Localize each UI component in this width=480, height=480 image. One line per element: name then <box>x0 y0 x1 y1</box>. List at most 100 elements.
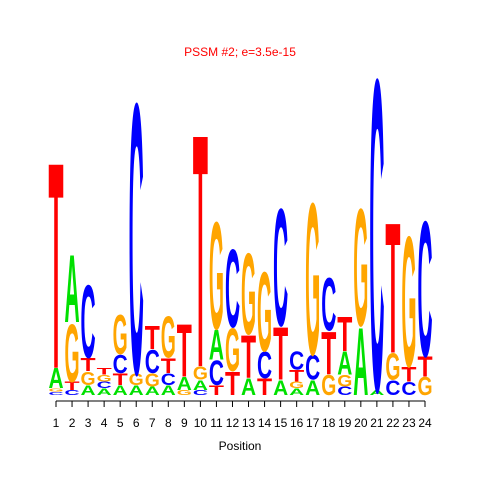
x-tick-label: 16 <box>290 416 304 430</box>
letter: G <box>337 372 352 390</box>
letter: A <box>289 387 304 397</box>
letter: G <box>225 316 240 385</box>
letter: A <box>161 382 176 398</box>
letter: C <box>48 391 63 396</box>
letter: A <box>113 382 128 398</box>
x-tick-label: 12 <box>226 416 240 430</box>
letter: C <box>209 354 224 393</box>
letter: T <box>97 366 113 377</box>
letter: C <box>65 389 80 397</box>
letter: C <box>401 379 416 400</box>
letter: T <box>48 101 63 431</box>
letter: A <box>193 377 208 393</box>
letter: C <box>273 175 288 362</box>
letter: G <box>97 373 112 384</box>
letter: T <box>417 351 432 383</box>
letter: G <box>241 229 256 359</box>
letter: T <box>273 311 288 396</box>
letter: G <box>417 371 432 400</box>
letter: A <box>145 385 160 398</box>
x-tick-label: 9 <box>181 416 188 430</box>
letter: T <box>177 308 192 393</box>
x-tick-label: 4 <box>101 416 108 430</box>
letter: C <box>193 389 208 397</box>
letter: C <box>417 182 432 399</box>
letter: G <box>129 370 144 388</box>
letter: A <box>273 377 288 400</box>
letter: T <box>401 362 416 386</box>
letter: T <box>145 321 160 357</box>
letter: G <box>193 364 208 385</box>
letter: A <box>97 387 112 397</box>
letter: A <box>65 235 80 343</box>
letter: C <box>225 227 240 351</box>
letter: T <box>225 367 240 403</box>
x-tick-label: 2 <box>69 416 76 430</box>
letter: G <box>385 347 400 389</box>
letter: C <box>321 262 336 347</box>
letter: C <box>113 350 128 379</box>
letter: T <box>289 367 304 385</box>
x-tick-label: 3 <box>85 416 92 430</box>
letter: G <box>81 369 96 390</box>
x-tick-label: 24 <box>418 416 432 430</box>
letter: C <box>305 349 320 388</box>
letter: T <box>385 186 400 393</box>
letter: C <box>385 377 400 400</box>
letter: C <box>369 0 384 480</box>
letter: T <box>321 319 336 387</box>
x-tick-label: 5 <box>117 416 124 430</box>
letter: G <box>209 191 224 362</box>
letter: G <box>257 249 272 376</box>
x-tick-label: 13 <box>242 416 256 430</box>
letter: A <box>241 374 256 400</box>
x-tick-label: 6 <box>133 416 140 430</box>
x-tick-label: 22 <box>386 416 400 430</box>
x-tick-label: 20 <box>354 416 368 430</box>
letter: G <box>145 371 160 392</box>
letter: T <box>161 354 176 378</box>
x-tick-label: 23 <box>402 416 416 430</box>
x-tick-label: 17 <box>306 416 320 430</box>
letter: A <box>353 308 368 416</box>
letter: T <box>241 323 256 391</box>
letter: G <box>113 303 128 366</box>
x-tick-label: 21 <box>370 416 384 430</box>
letter: T <box>81 354 97 375</box>
x-tick-label: 18 <box>322 416 336 430</box>
letter: A <box>337 345 352 382</box>
x-tick-label: 19 <box>338 416 352 430</box>
letter: C <box>289 346 304 375</box>
letter: A <box>81 382 96 398</box>
x-tick-label: 11 <box>210 416 223 430</box>
letter: G <box>289 380 304 391</box>
x-tick-label: 8 <box>165 416 172 430</box>
letter: A <box>369 389 384 397</box>
letter: C <box>161 370 177 388</box>
letter: C <box>337 385 352 398</box>
x-tick-label: 10 <box>194 416 208 430</box>
letter: G <box>65 307 80 399</box>
letter: C <box>97 380 112 390</box>
letter: A <box>48 363 63 395</box>
letter: T <box>257 374 272 400</box>
letter: T <box>209 383 225 398</box>
x-tick-label: 7 <box>149 416 156 430</box>
letter: G <box>305 157 320 401</box>
chart-title: PSSM #2; e=3.5e-15 <box>184 45 296 59</box>
letter: G <box>321 370 336 402</box>
letter: C <box>257 345 272 387</box>
letter: G <box>353 175 368 362</box>
letter: T <box>337 308 352 362</box>
letter: T <box>193 66 208 438</box>
x-axis-label: Position <box>219 439 262 453</box>
letter: T <box>65 380 80 393</box>
x-tick-label: 1 <box>53 416 60 430</box>
letter: C <box>145 343 160 380</box>
letter: A <box>177 374 192 395</box>
letter: G <box>177 389 192 397</box>
x-tick-label: 15 <box>274 416 288 430</box>
x-tick-label: 14 <box>258 416 272 430</box>
letter: G <box>401 199 416 407</box>
